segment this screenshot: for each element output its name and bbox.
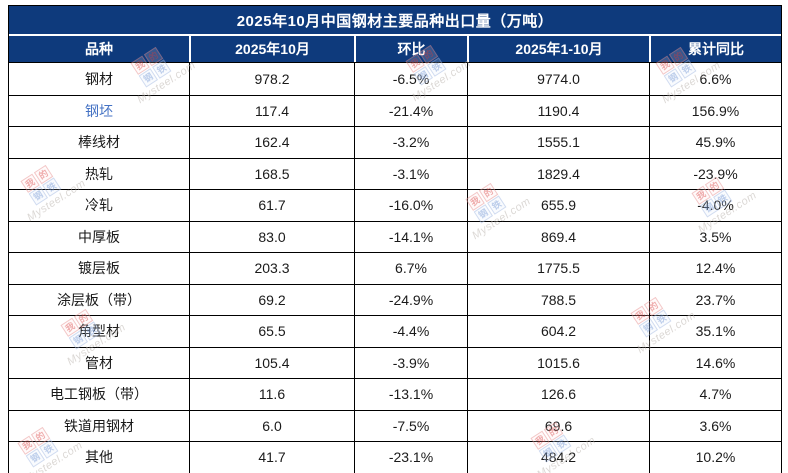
- export-table: 2025年10月中国钢材主要品种出口量（万吨） 品种 2025年10月 环比 2…: [8, 5, 782, 473]
- ytd-value-cell: 1775.5: [467, 253, 649, 284]
- column-header-product: 品种: [85, 41, 113, 57]
- oct-value-cell: 69.2: [189, 284, 354, 315]
- table-row: 电工钢板（带） 11.6 -13.1% 126.6 4.7%: [9, 378, 781, 410]
- product-name-cell: 涂层板（带）: [57, 291, 141, 308]
- table-row: 热轧 168.5 -3.1% 1829.4 -23.9%: [9, 157, 781, 189]
- mom-value-cell: -3.2%: [354, 127, 467, 158]
- ytd-value-cell: 126.6: [467, 379, 649, 410]
- product-name-cell: 镀层板: [78, 260, 120, 277]
- product-name-cell: 铁道用钢材: [64, 417, 134, 434]
- title-divider: [9, 34, 781, 36]
- oct-value-cell: 41.7: [189, 442, 354, 473]
- table-row: 管材 105.4 -3.9% 1015.6 14.6%: [9, 346, 781, 378]
- yoy-value-cell: 3.5%: [649, 221, 781, 252]
- oct-value-cell: 83.0: [189, 221, 354, 252]
- yoy-value-cell: -4.0%: [649, 190, 781, 221]
- table-row: 铁道用钢材 6.0 -7.5% 69.6 3.6%: [9, 409, 781, 441]
- yoy-value-cell: 45.9%: [649, 127, 781, 158]
- yoy-value-cell: 6.6%: [649, 63, 781, 95]
- ytd-value-cell: 1555.1: [467, 127, 649, 158]
- yoy-value-cell: 35.1%: [649, 316, 781, 347]
- table-title: 2025年10月中国钢材主要品种出口量（万吨）: [9, 6, 781, 34]
- table-row: 角型材 65.5 -4.4% 604.2 35.1%: [9, 315, 781, 347]
- ytd-value-cell: 484.2: [467, 442, 649, 473]
- table-row: 镀层板 203.3 6.7% 1775.5 12.4%: [9, 252, 781, 284]
- ytd-value-cell: 604.2: [467, 316, 649, 347]
- yoy-value-cell: 10.2%: [649, 442, 781, 473]
- ytd-value-cell: 9774.0: [467, 63, 649, 95]
- table-row: 钢坯 117.4 -21.4% 1190.4 156.9%: [9, 94, 781, 126]
- oct-value-cell: 203.3: [189, 253, 354, 284]
- oct-value-cell: 6.0: [189, 410, 354, 441]
- product-name-cell: 热轧: [85, 165, 113, 182]
- column-header-oct: 2025年10月: [189, 36, 354, 62]
- column-header-ytd: 2025年1-10月: [467, 36, 649, 62]
- table-row: 其他 41.7 -23.1% 484.2 10.2%: [9, 441, 781, 473]
- product-name-cell: 管材: [85, 354, 113, 371]
- oct-value-cell: 65.5: [189, 316, 354, 347]
- table-row: 钢材 978.2 -6.5% 9774.0 6.6%: [9, 63, 781, 95]
- ytd-value-cell: 869.4: [467, 221, 649, 252]
- product-name-cell: 角型材: [78, 323, 120, 340]
- product-name-cell: 电工钢板（带）: [50, 386, 148, 403]
- table-body: 钢材 978.2 -6.5% 9774.0 6.6% 钢坯 117.4 -21.4% 1190.…: [9, 62, 781, 473]
- yoy-value-cell: 156.9%: [649, 95, 781, 126]
- oct-value-cell: 61.7: [189, 190, 354, 221]
- table-row: 棒线材 162.4 -3.2% 1555.1 45.9%: [9, 126, 781, 158]
- column-header-mom: 环比: [354, 36, 467, 62]
- ytd-value-cell: 1190.4: [467, 95, 649, 126]
- mom-value-cell: -16.0%: [354, 190, 467, 221]
- table-row: 冷轧 61.7 -16.0% 655.9 -4.0%: [9, 189, 781, 221]
- product-name-cell: 棒线材: [78, 134, 120, 151]
- mom-value-cell: -4.4%: [354, 316, 467, 347]
- product-link[interactable]: 钢坯: [85, 102, 113, 119]
- header-row: 品种 2025年10月 环比 2025年1-10月 累计同比: [9, 36, 781, 62]
- yoy-value-cell: 12.4%: [649, 253, 781, 284]
- product-name-cell: 中厚板: [78, 228, 120, 245]
- ytd-value-cell: 1015.6: [467, 347, 649, 378]
- product-name-cell: 钢材: [85, 70, 113, 87]
- oct-value-cell: 168.5: [189, 158, 354, 189]
- product-name-cell: 其他: [85, 449, 113, 466]
- column-header-yoy: 累计同比: [649, 36, 781, 62]
- yoy-value-cell: 4.7%: [649, 379, 781, 410]
- product-name-cell: 冷轧: [85, 197, 113, 214]
- ytd-value-cell: 655.9: [467, 190, 649, 221]
- mom-value-cell: -13.1%: [354, 379, 467, 410]
- oct-value-cell: 11.6: [189, 379, 354, 410]
- ytd-value-cell: 1829.4: [467, 158, 649, 189]
- yoy-value-cell: 14.6%: [649, 347, 781, 378]
- table-row: 中厚板 83.0 -14.1% 869.4 3.5%: [9, 220, 781, 252]
- mom-value-cell: -21.4%: [354, 95, 467, 126]
- mom-value-cell: -24.9%: [354, 284, 467, 315]
- mom-value-cell: -14.1%: [354, 221, 467, 252]
- table-row: 涂层板（带） 69.2 -24.9% 788.5 23.7%: [9, 283, 781, 315]
- yoy-value-cell: 3.6%: [649, 410, 781, 441]
- oct-value-cell: 117.4: [189, 95, 354, 126]
- oct-value-cell: 978.2: [189, 63, 354, 95]
- yoy-value-cell: -23.9%: [649, 158, 781, 189]
- yoy-value-cell: 23.7%: [649, 284, 781, 315]
- mom-value-cell: -7.5%: [354, 410, 467, 441]
- mom-value-cell: -3.1%: [354, 158, 467, 189]
- ytd-value-cell: 69.6: [467, 410, 649, 441]
- mom-value-cell: -23.1%: [354, 442, 467, 473]
- oct-value-cell: 162.4: [189, 127, 354, 158]
- oct-value-cell: 105.4: [189, 347, 354, 378]
- mom-value-cell: 6.7%: [354, 253, 467, 284]
- mom-value-cell: -3.9%: [354, 347, 467, 378]
- mom-value-cell: -6.5%: [354, 63, 467, 95]
- ytd-value-cell: 788.5: [467, 284, 649, 315]
